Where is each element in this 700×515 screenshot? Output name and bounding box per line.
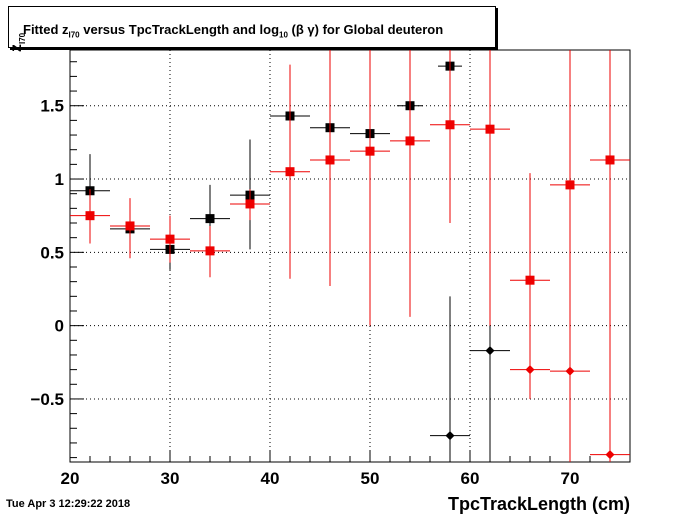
diamond-marker <box>605 450 615 460</box>
square-marker <box>205 246 215 256</box>
x-axis-label: TpcTrackLength (cm) <box>447 494 630 514</box>
x-tick-label: 60 <box>461 469 480 488</box>
x-tick-label: 30 <box>161 469 180 488</box>
data-point <box>230 189 270 221</box>
data-point <box>310 50 350 287</box>
data-point <box>150 215 190 263</box>
data-point <box>470 50 510 326</box>
data-point <box>390 50 430 317</box>
grid-lines <box>70 50 630 462</box>
chart-title-box: Fitted zI70 versus TpcTrackLength and lo… <box>8 6 496 48</box>
square-marker <box>365 146 375 156</box>
diamond-marker <box>565 366 575 376</box>
square-marker <box>525 275 535 285</box>
data-point <box>190 225 230 278</box>
data-point <box>430 296 470 462</box>
square-marker <box>405 136 415 146</box>
square-marker <box>85 211 95 221</box>
y-axis-label: zI70 <box>8 32 28 52</box>
square-marker <box>165 234 175 244</box>
data-point <box>550 50 590 462</box>
y-tick-label: 1 <box>55 170 64 189</box>
square-marker <box>125 221 135 231</box>
data-points <box>70 50 630 462</box>
square-marker <box>205 214 215 224</box>
timestamp: Tue Apr 3 12:29:22 2018 <box>6 498 131 510</box>
square-marker <box>325 155 335 165</box>
square-marker <box>245 199 255 209</box>
y-tick-label: 0.5 <box>40 243 64 262</box>
data-point <box>270 64 310 279</box>
data-point <box>350 50 390 326</box>
x-tick-label: 70 <box>561 469 580 488</box>
square-marker <box>485 124 495 134</box>
diamond-marker <box>485 346 495 356</box>
data-point <box>110 198 150 259</box>
x-tick-label: 20 <box>61 469 80 488</box>
y-tick-label: −0.5 <box>30 390 64 409</box>
plot-frame <box>69 49 631 463</box>
x-tick-label: 40 <box>261 469 280 488</box>
y-tick-label: 1.5 <box>40 97 64 116</box>
data-point <box>510 365 550 399</box>
data-point <box>510 173 550 383</box>
square-marker <box>445 120 455 130</box>
chart-title: Fitted zI70 versus TpcTrackLength and lo… <box>23 22 444 40</box>
axes <box>69 49 631 463</box>
y-tick-label: 0 <box>55 317 64 336</box>
data-point <box>430 50 470 224</box>
diamond-marker <box>445 431 455 441</box>
square-marker <box>285 167 295 177</box>
x-tick-label: 50 <box>361 469 380 488</box>
data-point <box>70 189 110 244</box>
data-point <box>590 50 630 462</box>
diamond-marker <box>525 365 535 375</box>
